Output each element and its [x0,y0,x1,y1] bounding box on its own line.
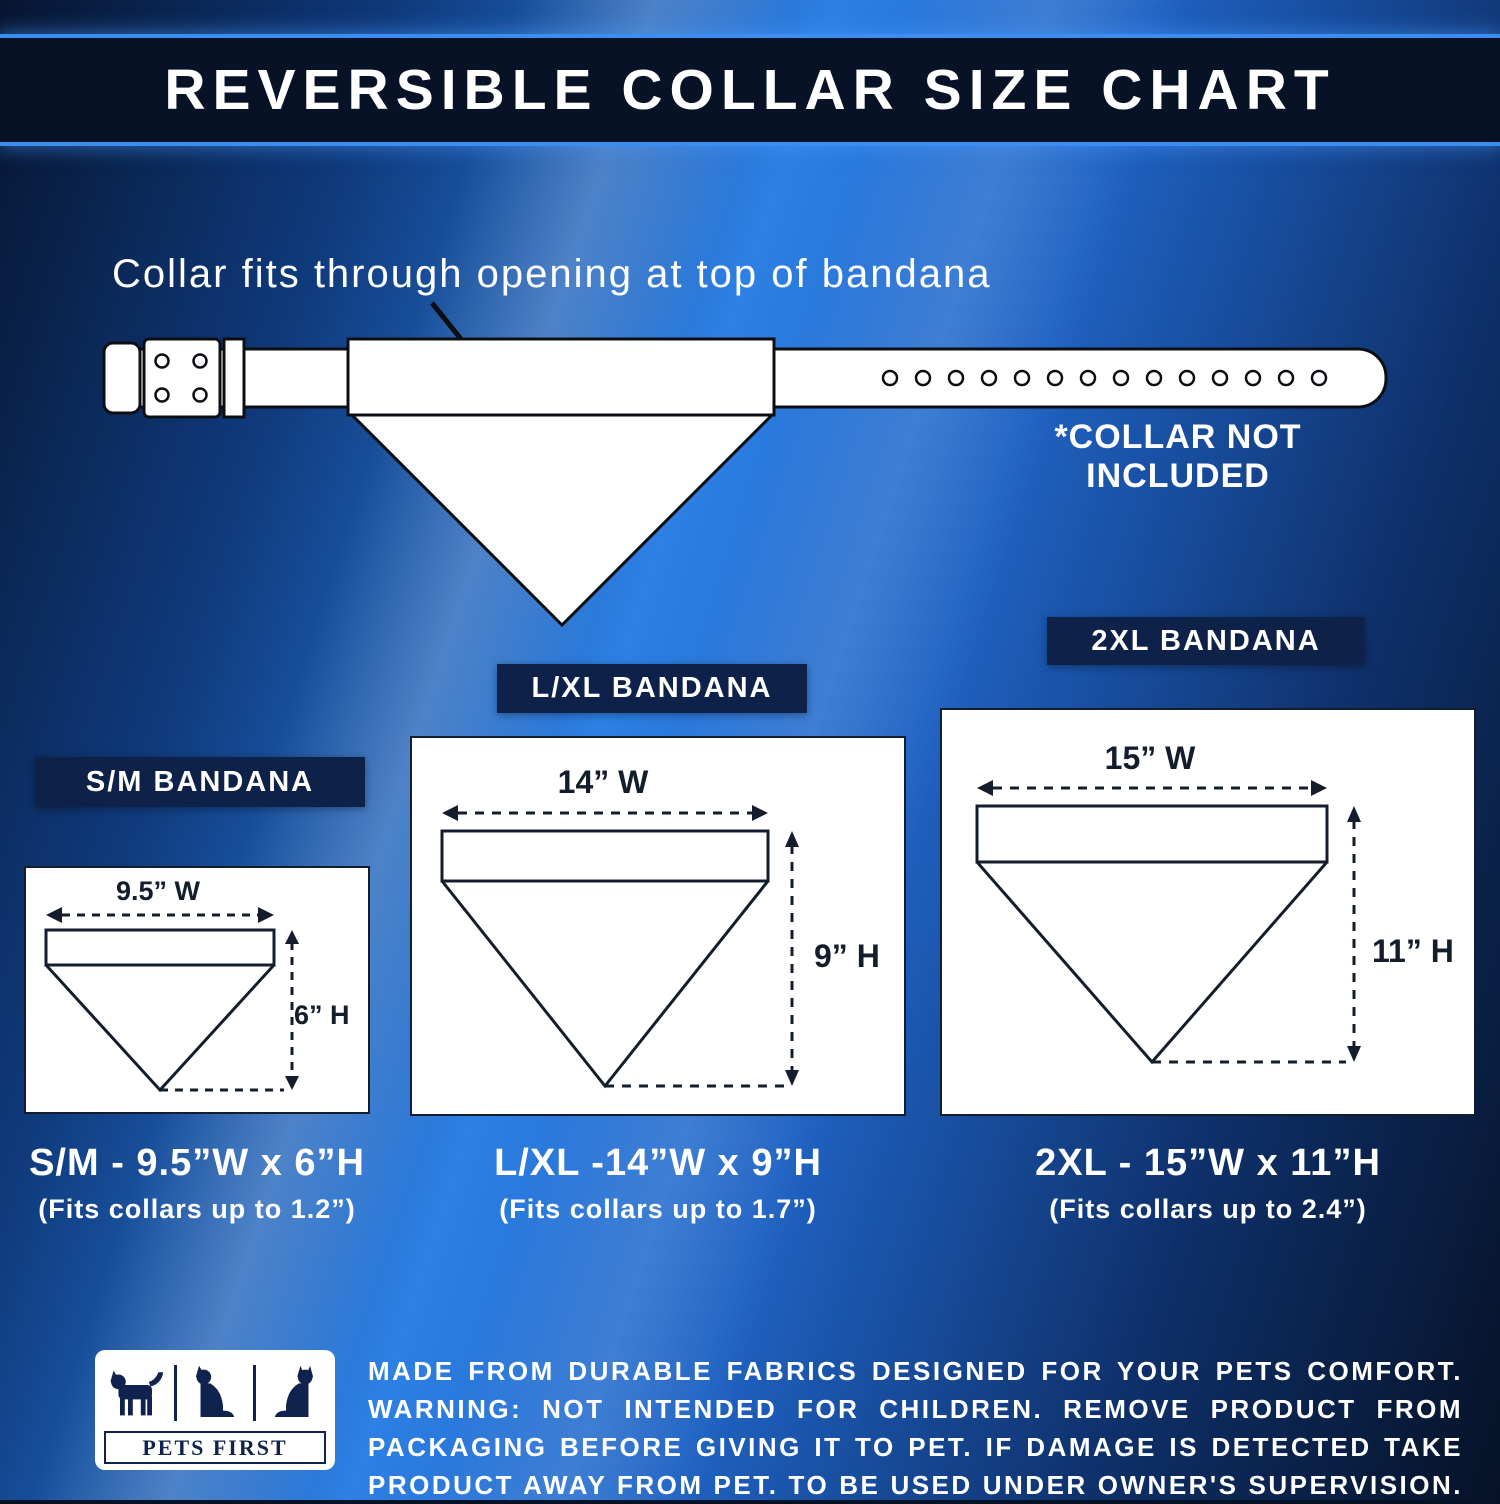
height-label-lxl: 9” H [814,938,880,974]
dog-icon-1 [110,1370,164,1415]
collar-diagram [102,301,1388,628]
logo-divider [174,1364,177,1421]
dog-icons-row [104,1357,326,1428]
size-dimensions-lxl: L/XL -14”W x 9”H [494,1142,822,1184]
width-label-2xl: 15” W [1104,740,1196,776]
size-box-lxl [410,736,906,1116]
dog-icon-3 [274,1365,314,1417]
brand-logo: PETS FIRST [95,1350,335,1470]
buckle-icon [102,337,246,419]
page-title: REVERSIBLE COLLAR SIZE CHART [164,58,1336,122]
size-label-lxl: L/XL BANDANA [497,664,807,713]
bandana-diagram-lxl [440,805,799,1089]
size-fits-lxl: (Fits collars up to 1.7”) [499,1194,817,1224]
size-label-sm: S/M BANDANA [35,757,365,807]
size-dimensions-sm: S/M - 9.5”W x 6”H [29,1142,365,1184]
width-label-lxl: 14” W [557,764,649,800]
logo-divider [253,1364,256,1421]
size-fits-sm: (Fits collars up to 1.2”) [38,1194,356,1224]
height-label-sm: 6” H [294,1000,350,1030]
collar-note: *COLLAR NOT INCLUDED [1054,418,1302,495]
size-box-sm [24,866,370,1114]
header-band: REVERSIBLE COLLAR SIZE CHART [0,34,1500,146]
size-label-2xl: 2XL BANDANA [1047,617,1365,665]
disclaimer-text: MADE FROM DURABLE FABRICS DESIGNED FOR Y… [368,1356,1463,1500]
bandana-diagram-2xl [975,780,1361,1065]
size-box-2xl [940,708,1476,1116]
dog-icon-2 [195,1365,235,1417]
width-label-sm: 9.5” W [115,876,201,906]
height-label-2xl: 11” H [1372,933,1454,969]
bandana-diagram-sm [44,907,299,1093]
size-dimensions-2xl: 2XL - 15”W x 11”H [1035,1142,1381,1184]
bandana-on-collar [346,337,776,628]
collar-caption: Collar fits through opening at top of ba… [112,252,992,296]
brand-name: PETS FIRST [104,1431,326,1464]
collar-holes [881,369,1328,387]
size-fits-2xl: (Fits collars up to 2.4”) [1049,1194,1367,1224]
